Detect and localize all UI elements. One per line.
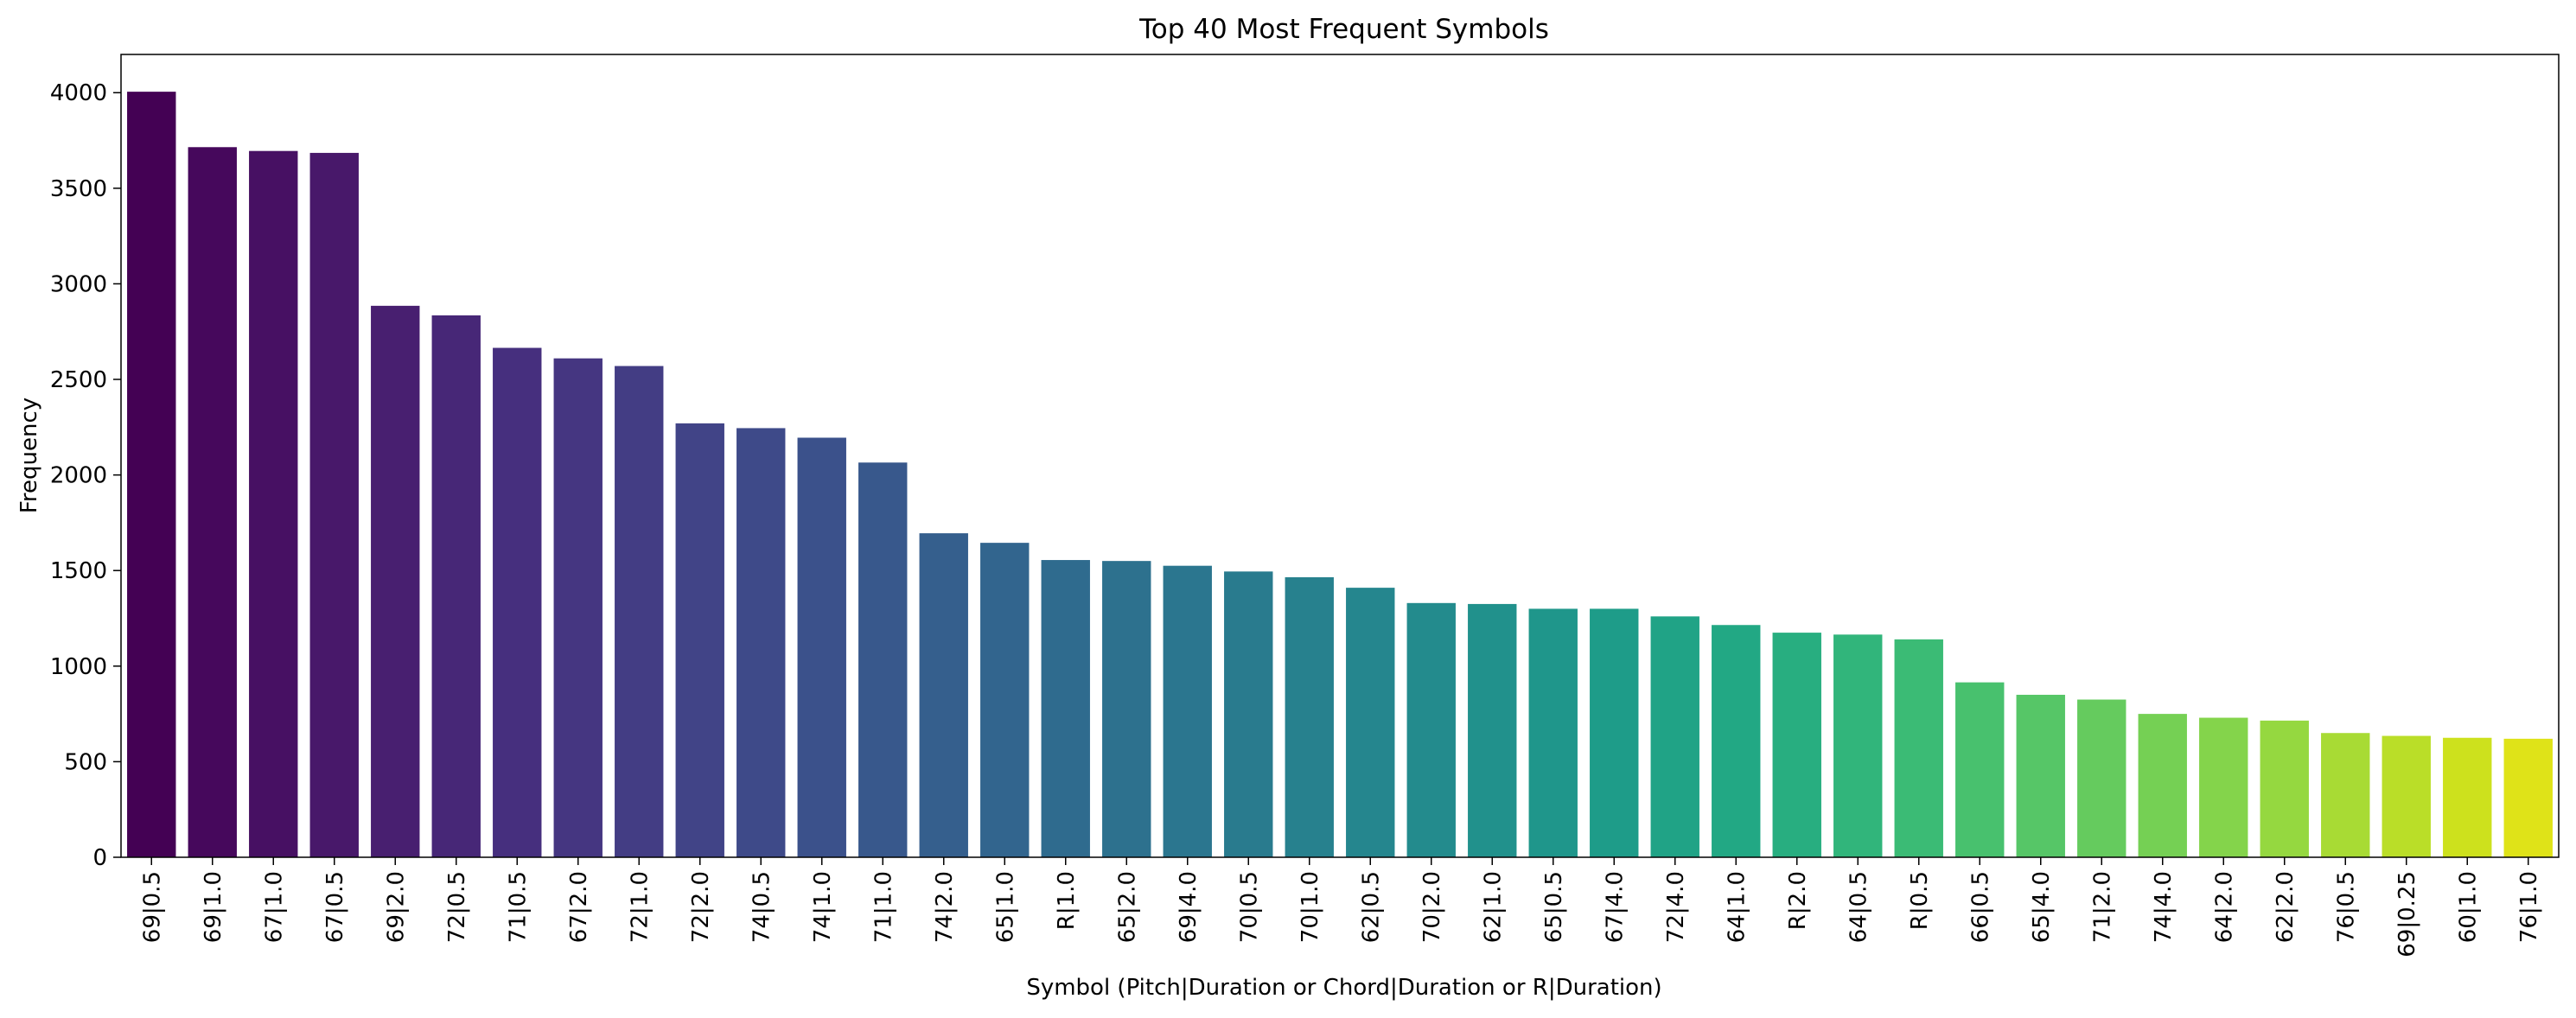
x-tick-label: 71|0.5 <box>505 871 531 943</box>
x-tick-label: R|1.0 <box>1054 871 1080 930</box>
x-tick-label: 62|0.5 <box>1358 871 1384 943</box>
x-tick-label: 66|0.5 <box>1967 871 1993 943</box>
bar <box>1955 682 2005 857</box>
x-tick-label: 72|0.5 <box>444 871 470 943</box>
bar <box>1224 571 1273 857</box>
x-tick-label: 60|1.0 <box>2455 871 2481 943</box>
x-tick-label: 70|1.0 <box>1298 871 1323 943</box>
x-axis: 69|0.5 69|1.0 67|1.0 67|0.5 69|2.0 72|0.5 71|0… <box>139 857 2542 958</box>
bar <box>736 428 786 857</box>
x-tick-label: 64|0.5 <box>1846 871 1871 943</box>
bars-group <box>127 92 2553 858</box>
y-axis: 0 500 1000 1500 2000 2500 3000 3500 4000 <box>50 80 121 871</box>
bar <box>858 462 908 857</box>
bar <box>919 533 968 857</box>
x-tick-label: 65|4.0 <box>2029 871 2055 943</box>
bar <box>1163 565 1212 857</box>
bar <box>2077 699 2126 857</box>
x-tick-label: 64|1.0 <box>1724 871 1750 943</box>
y-tick-label: 0 <box>92 845 107 871</box>
x-tick-label: 62|1.0 <box>1480 871 1506 943</box>
bar <box>1894 639 1943 857</box>
bar <box>371 305 420 857</box>
x-tick-label: 69|0.25 <box>2394 871 2420 958</box>
x-tick-label: 71|1.0 <box>870 871 896 943</box>
bar <box>1041 560 1090 857</box>
y-tick-label: 3000 <box>50 271 107 297</box>
x-tick-label: 69|2.0 <box>383 871 409 943</box>
x-tick-label: 69|4.0 <box>1176 871 1202 943</box>
x-tick-label: 67|1.0 <box>261 871 287 943</box>
y-tick-label: 1000 <box>50 654 107 680</box>
x-tick-label: 69|1.0 <box>201 871 226 943</box>
x-tick-label: 72|2.0 <box>688 871 714 943</box>
bar <box>1468 603 1517 857</box>
bar <box>2382 735 2431 857</box>
x-tick-label: 62|2.0 <box>2273 871 2299 943</box>
bar <box>2260 720 2309 857</box>
bar <box>797 437 846 857</box>
bar <box>1346 588 1395 857</box>
x-tick-label: 65|2.0 <box>1114 871 1140 943</box>
y-tick-label: 3500 <box>50 176 107 202</box>
bar <box>980 543 1030 857</box>
y-axis-label: Frequency <box>16 398 42 513</box>
bar <box>249 150 298 858</box>
y-tick-label: 2500 <box>50 367 107 393</box>
bar <box>2199 717 2248 857</box>
x-tick-label: 67|2.0 <box>566 871 592 943</box>
x-tick-label: 67|4.0 <box>1602 871 1628 943</box>
bar <box>1285 576 1334 857</box>
x-tick-label: 72|1.0 <box>627 871 653 943</box>
x-tick-label: 65|0.5 <box>1541 871 1567 943</box>
y-tick-label: 1500 <box>50 558 107 584</box>
x-tick-label: 64|2.0 <box>2211 871 2237 943</box>
y-tick-label: 4000 <box>50 80 107 106</box>
chart-title: Top 40 Most Frequent Symbols <box>1138 14 1549 45</box>
bar <box>127 92 176 857</box>
x-axis-label: Symbol (Pitch|Duration or Chord|Duration… <box>1026 975 1661 1001</box>
x-tick-label: 70|0.5 <box>1236 871 1262 943</box>
bar <box>1102 561 1151 857</box>
y-tick-label: 2000 <box>50 463 107 489</box>
bar <box>493 347 542 858</box>
x-tick-label: 74|4.0 <box>2151 871 2177 943</box>
bar <box>2321 733 2370 857</box>
bar <box>1650 616 1699 857</box>
plot-frame <box>120 54 2560 858</box>
x-tick-label: 71|2.0 <box>2089 871 2115 943</box>
x-tick-label: 69|0.5 <box>139 871 165 943</box>
x-tick-label: 74|0.5 <box>749 871 775 943</box>
x-tick-label: R|2.0 <box>1785 871 1811 930</box>
bar <box>309 152 359 858</box>
x-tick-label: 65|1.0 <box>992 871 1018 943</box>
bar <box>2016 694 2065 857</box>
bar <box>2503 738 2553 857</box>
bar <box>431 315 481 857</box>
x-tick-label: 76|1.0 <box>2516 871 2542 943</box>
bar <box>675 423 724 857</box>
bar <box>615 366 664 857</box>
x-tick-label: 67|0.5 <box>322 871 348 943</box>
x-tick-label: 74|2.0 <box>932 871 958 943</box>
x-tick-label: 74|1.0 <box>810 871 836 943</box>
bar <box>1406 602 1456 857</box>
x-tick-label: 76|0.5 <box>2333 871 2359 943</box>
bar <box>1590 608 1639 857</box>
x-tick-label: 72|4.0 <box>1663 871 1689 943</box>
bar <box>1772 633 1821 857</box>
bar <box>188 147 237 858</box>
bar <box>1712 625 1761 857</box>
bar <box>1833 634 1883 857</box>
x-tick-label: 70|2.0 <box>1419 871 1445 943</box>
y-tick-label: 500 <box>64 749 107 775</box>
bar <box>2138 714 2187 857</box>
bar <box>553 358 603 857</box>
x-tick-label: R|0.5 <box>1907 871 1933 930</box>
bar <box>2443 737 2492 857</box>
bar <box>1528 608 1578 857</box>
